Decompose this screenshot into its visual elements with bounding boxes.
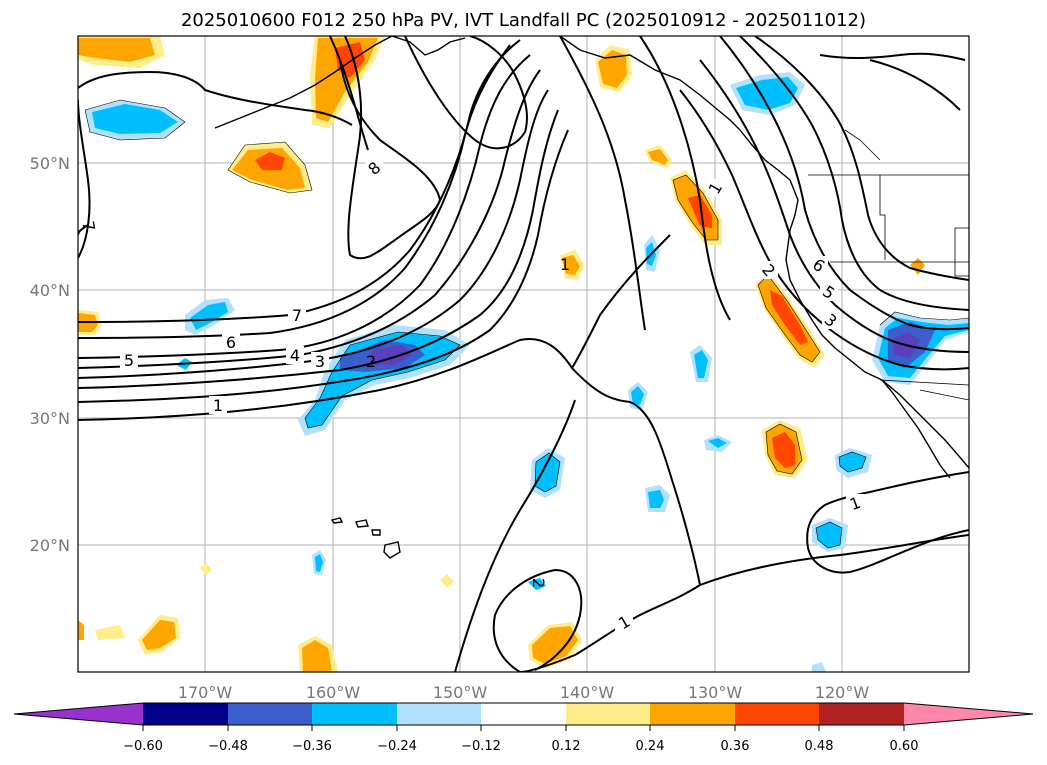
y-tick-label: 50°N (30, 154, 70, 173)
colorbar-tick-label: 0.48 (805, 739, 834, 754)
colorbar-segment (650, 703, 735, 725)
y-tick-label: 40°N (30, 281, 70, 300)
y-tick-label: 30°N (30, 409, 70, 428)
colorbar-tick-label: −0.12 (461, 739, 501, 754)
colorbar-segment (397, 703, 481, 725)
contour-labels: 7 6 5 4 3 2 1 1 1 1 8 6 5 3 (78, 158, 864, 633)
x-tick-label: 170°W (178, 683, 233, 702)
ivt-contours (78, 36, 969, 672)
colorbar-tick-label: −0.36 (292, 739, 332, 754)
x-tick-labels: 170°W 160°W 150°W 140°W 130°W 120°W (178, 683, 870, 702)
colorbar-tick-label: −0.24 (377, 739, 417, 754)
colorbar-segment (566, 703, 650, 725)
colorbar-segment (228, 703, 312, 725)
x-tick-label: 160°W (306, 683, 361, 702)
colorbar-extend-high (904, 703, 1033, 725)
y-tick-labels: 50°N 40°N 30°N 20°N (30, 154, 70, 555)
contour-label: 1 (213, 396, 223, 415)
colorbar-segment (819, 703, 904, 725)
colorbar-segment (735, 703, 819, 725)
colorbar-tick-label: −0.60 (123, 739, 163, 754)
map-frame (77, 35, 970, 673)
contour-label: 1 (560, 255, 570, 274)
x-tick-label: 140°W (560, 683, 615, 702)
x-tick-label: 150°W (433, 683, 488, 702)
colorbar-tick-label: 0.60 (890, 739, 919, 754)
contour-label: 7 (292, 306, 302, 325)
colorbar-tick-label: 0.36 (721, 739, 750, 754)
contour-label: 7 (78, 219, 98, 232)
colorbar-extend-low (14, 703, 143, 725)
colorbar-tick-label: −0.48 (208, 739, 248, 754)
colorbar-tick-label: 0.12 (552, 739, 581, 754)
contour-label: 2 (529, 578, 548, 588)
x-tick-label: 120°W (815, 683, 870, 702)
colorbar: −0.60 −0.48 −0.36 −0.24 −0.12 0.12 0.24 … (13, 702, 1034, 754)
contour-label: 5 (124, 351, 134, 370)
contour-label: 4 (290, 346, 300, 365)
colorbar-tick-label: 0.24 (636, 739, 665, 754)
y-tick-label: 20°N (30, 536, 70, 555)
contour-label: 2 (366, 352, 376, 371)
colorbar-segment (312, 703, 397, 725)
contour-label: 3 (315, 352, 325, 371)
contour-label: 6 (226, 333, 236, 352)
colorbar-segment (143, 703, 228, 725)
figure-title: 2025010600 F012 250 hPa PV, IVT Landfall… (180, 10, 867, 31)
x-tick-label: 130°W (688, 683, 743, 702)
colorbar-segment (481, 703, 566, 725)
